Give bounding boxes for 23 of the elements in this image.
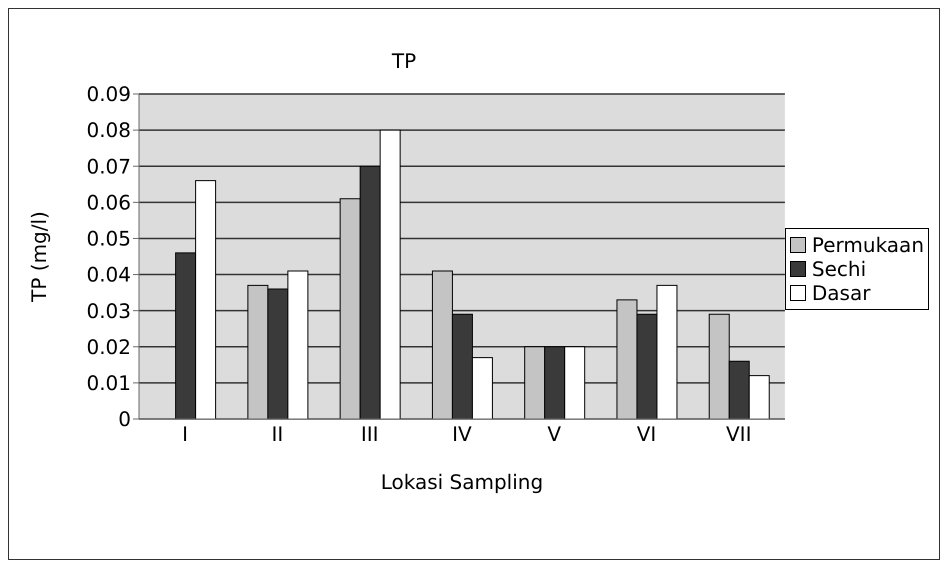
legend-label: Permukaan <box>812 233 924 257</box>
chart-title: TP <box>390 49 418 73</box>
x-tick-label: II <box>272 422 284 446</box>
y-tick-label: 0.08 <box>86 118 131 142</box>
x-tick-label: VII <box>726 422 752 446</box>
y-tick-label: 0 <box>118 407 131 432</box>
y-tick-label: 0.01 <box>86 370 131 395</box>
legend-label: Dasar <box>812 281 870 305</box>
y-tick-label: 0.05 <box>86 226 131 251</box>
y-tick-label: 0.03 <box>86 298 131 323</box>
y-axis-title: TP (mg/l) <box>27 211 52 303</box>
x-tick-label: III <box>360 422 379 446</box>
x-tick-label: I <box>182 422 188 446</box>
y-tick-label: 0.07 <box>86 154 131 178</box>
y-tick-label: 0.02 <box>86 334 131 359</box>
x-tick-label: VI <box>636 422 656 446</box>
y-tick-label: 0.04 <box>86 262 131 287</box>
x-axis-title: Lokasi Sampling <box>380 470 544 494</box>
y-tick-label: 0.09 <box>86 82 131 106</box>
x-tick-label: IV <box>452 422 472 446</box>
x-tick-label: V <box>547 422 562 446</box>
legend-label: Sechi <box>812 257 866 281</box>
y-tick-label: 0.06 <box>86 190 131 214</box>
